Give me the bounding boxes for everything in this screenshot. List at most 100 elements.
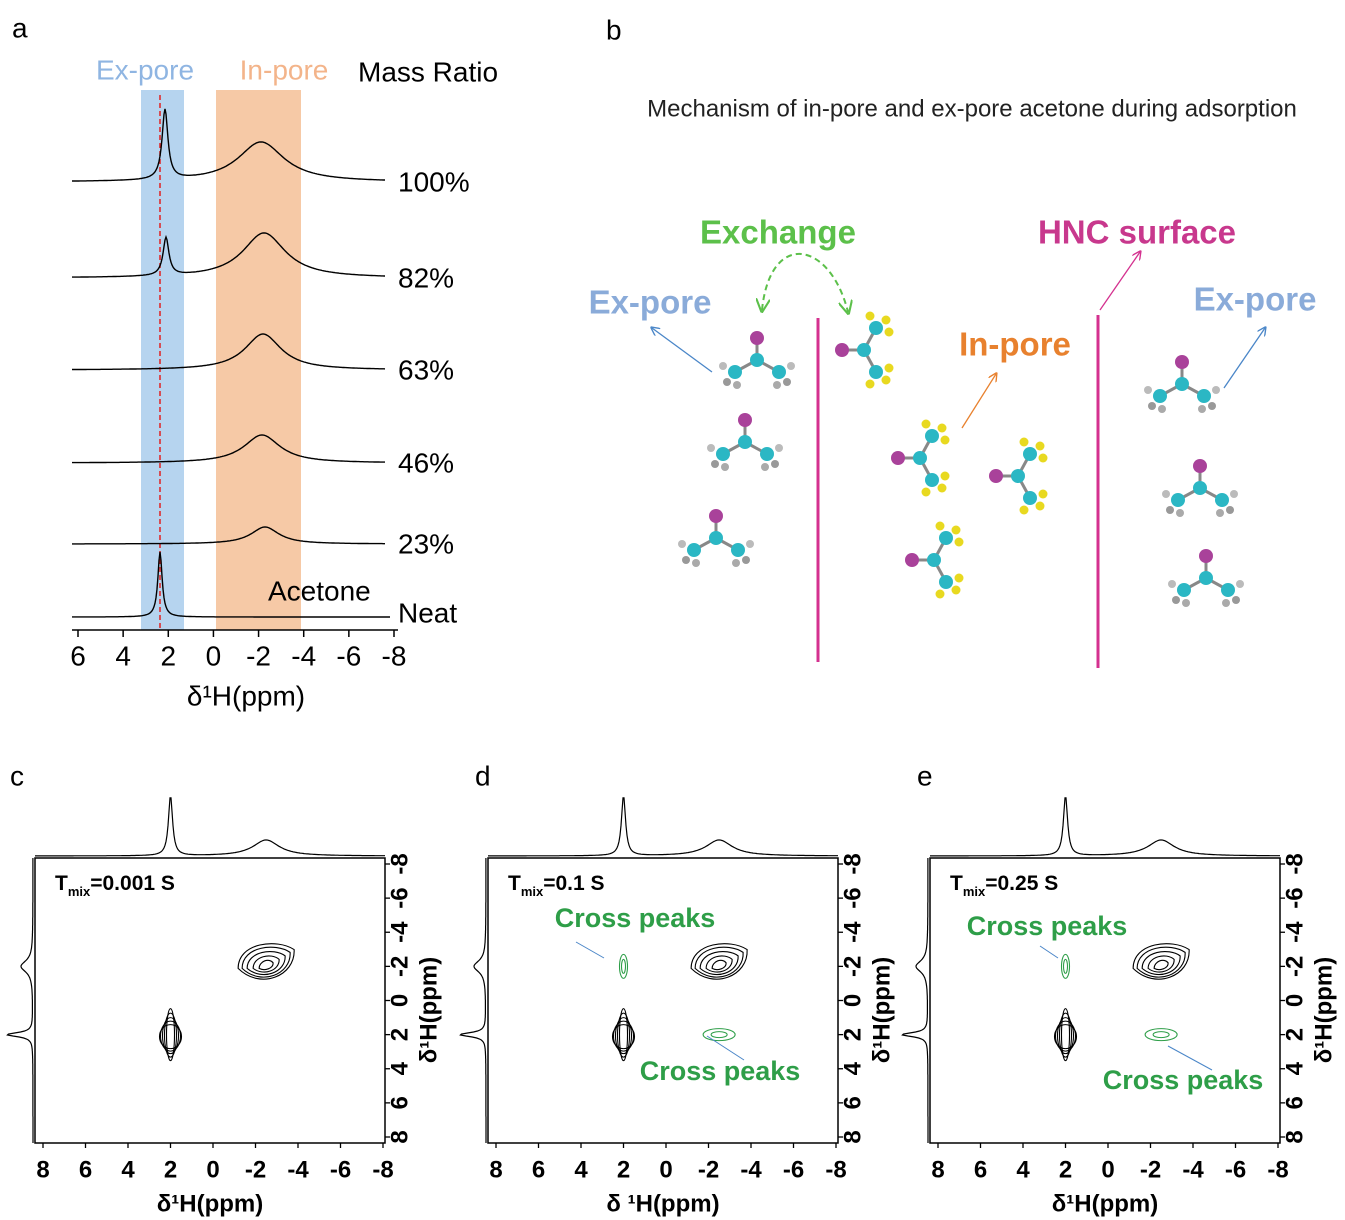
contour <box>612 1020 635 1052</box>
exchange-arrow <box>762 252 848 312</box>
spectrum <box>72 526 385 545</box>
x-tick-label: -4 <box>287 1156 309 1183</box>
x-axis-label: δ¹H(ppm) <box>187 680 305 711</box>
contour <box>158 1024 183 1050</box>
contour <box>694 946 744 978</box>
cross-peak-contour <box>1062 958 1069 974</box>
y-tick-label: -2 <box>1281 956 1308 977</box>
mixing-time-symbol: T <box>55 872 68 895</box>
spectrum <box>72 333 386 371</box>
cross-peak-label: Cross peaks <box>555 903 716 933</box>
x-tick-label: 4 <box>115 640 131 671</box>
ex-pore-band <box>141 90 184 630</box>
contour <box>1136 946 1186 978</box>
plot-frame <box>487 857 839 1144</box>
arrow <box>652 328 713 373</box>
contour <box>1147 955 1175 973</box>
contour <box>711 959 727 971</box>
mixing-time: Tmix=0.1 S <box>508 872 605 900</box>
mixing-time-value: =0.001 S <box>90 872 175 895</box>
y-tick-label: -2 <box>839 956 866 977</box>
panel-label: b <box>606 14 622 45</box>
arrow <box>961 374 996 429</box>
contour <box>163 1012 178 1058</box>
ratio-label: 100% <box>398 166 470 197</box>
contour <box>1058 1012 1073 1058</box>
y-tick-label: -4 <box>839 921 866 943</box>
y-tick-label: 8 <box>839 1130 866 1143</box>
cross-peak-contour <box>1144 1028 1178 1042</box>
ratio-label: 23% <box>398 528 454 559</box>
mixing-time-subscript: mix <box>521 884 544 899</box>
y-tick-label: 4 <box>1281 1061 1308 1075</box>
x-tick-label: 6 <box>70 640 86 671</box>
x-tick-label: -4 <box>1182 1156 1204 1183</box>
cross-peak-pointer <box>575 941 605 959</box>
mixing-time-symbol: T <box>950 872 963 895</box>
contour <box>1141 951 1181 976</box>
x-tick-label: 2 <box>617 1156 630 1183</box>
x-tick-label: -6 <box>330 1156 351 1183</box>
contour <box>1060 1008 1071 1062</box>
x-axis-label: δ ¹H(ppm) <box>606 1190 719 1217</box>
y-tick-label: 6 <box>1281 1096 1308 1109</box>
plot-frame <box>34 857 386 1144</box>
mixing-time: Tmix=0.001 S <box>55 872 175 900</box>
x-tick-label: 2 <box>160 640 176 671</box>
ratio-header: Mass Ratio <box>358 56 498 87</box>
contour <box>1153 959 1169 971</box>
y-tick-label: -8 <box>839 853 866 874</box>
y-tick-label: 4 <box>839 1061 866 1075</box>
panel-label: e <box>917 760 933 791</box>
contour <box>241 946 291 978</box>
x-tick-label: 2 <box>164 1156 177 1183</box>
contour <box>618 1008 629 1062</box>
projection <box>930 797 1280 857</box>
contour <box>614 1017 633 1055</box>
projection <box>35 797 385 857</box>
contour <box>159 1020 182 1052</box>
cross-peak-contour <box>710 1031 728 1039</box>
y-tick-label: 8 <box>1281 1130 1308 1143</box>
x-tick-label: -8 <box>825 1156 846 1183</box>
y-axis-label: δ¹H(ppm) <box>1310 957 1337 1064</box>
cross-peak-contour <box>618 953 629 979</box>
contour <box>705 955 733 973</box>
ratio-label: 46% <box>398 447 454 478</box>
x-tick-label: 0 <box>206 1156 219 1183</box>
y-tick-label: 8 <box>386 1130 413 1143</box>
spectrum <box>72 551 390 618</box>
y-tick-label: -4 <box>1281 921 1308 943</box>
ratio-label: 82% <box>398 262 454 293</box>
x-tick-label: -6 <box>783 1156 804 1183</box>
spectrum <box>72 434 385 464</box>
x-tick-label: -6 <box>336 640 361 671</box>
cross-peak-contour <box>1152 1031 1170 1039</box>
projection <box>901 858 929 1143</box>
x-tick-label: -2 <box>245 1156 266 1183</box>
x-tick-label: -8 <box>1267 1156 1288 1183</box>
arrow <box>1223 328 1265 389</box>
in-pore-label: In-pore <box>959 326 1071 363</box>
x-tick-label: 0 <box>1101 1156 1114 1183</box>
cross-peak-pointer <box>1039 945 1059 959</box>
mixing-time-value: =0.25 S <box>985 872 1058 895</box>
panel-label: a <box>12 12 28 43</box>
y-tick-label: -2 <box>386 956 413 977</box>
x-tick-label: 0 <box>206 640 222 671</box>
x-tick-label: -2 <box>1140 1156 1161 1183</box>
contour <box>161 1017 180 1055</box>
x-tick-label: -2 <box>246 640 271 671</box>
ratio-label: 63% <box>398 354 454 385</box>
x-tick-label: -6 <box>1225 1156 1246 1183</box>
contour <box>1053 1024 1078 1050</box>
contour <box>1056 1017 1075 1055</box>
contour <box>699 951 739 976</box>
x-tick-label: -8 <box>382 640 407 671</box>
y-tick-label: -6 <box>1281 887 1308 908</box>
y-tick-label: 6 <box>839 1096 866 1109</box>
y-tick-label: 6 <box>386 1096 413 1109</box>
x-tick-label: -8 <box>372 1156 393 1183</box>
x-tick-label: 8 <box>489 1156 502 1183</box>
